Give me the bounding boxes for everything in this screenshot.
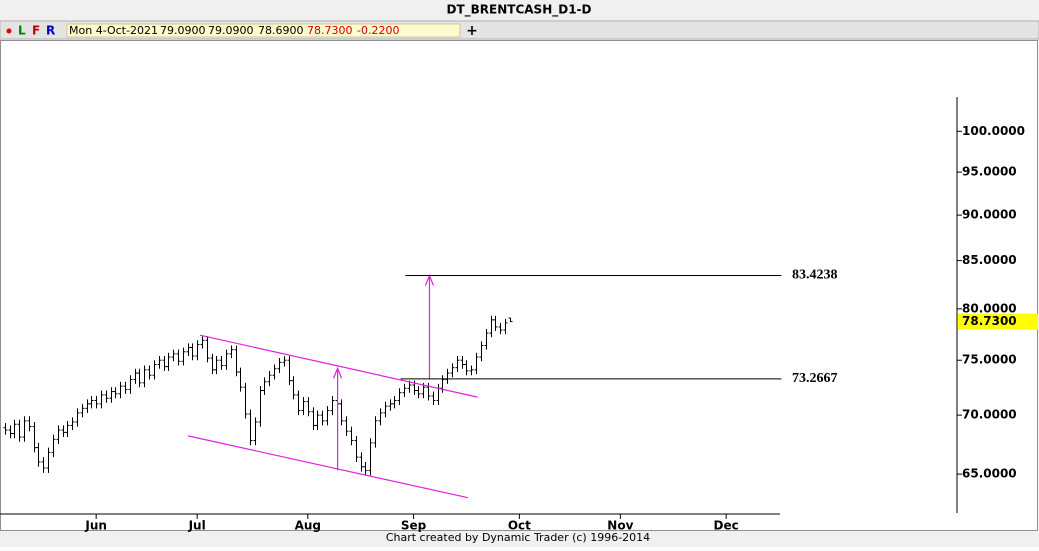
footer: Chart created by Dynamic Trader (c) 1996… — [386, 531, 650, 544]
x-tick-label: Jul — [188, 519, 206, 533]
toolbar-button[interactable]: F — [32, 24, 40, 38]
info-date: Mon 4-Oct-2021 — [69, 24, 158, 37]
level-label: 73.2667 — [792, 371, 838, 386]
info-box — [66, 23, 461, 38]
y-tick-label: 100.0000 — [962, 124, 1025, 138]
y-tick-label: 75.0000 — [962, 353, 1017, 367]
last-price-box — [958, 313, 1038, 330]
y-tick-label: 85.0000 — [962, 253, 1017, 267]
x-tick-label: Sep — [401, 519, 427, 533]
y-tick-label: 90.0000 — [962, 208, 1017, 222]
y-tick-label: 70.0000 — [962, 408, 1017, 422]
trendline — [199, 334, 478, 398]
arrow-head — [333, 366, 343, 379]
trendline — [187, 435, 469, 499]
info-high: 79.0900 — [208, 24, 254, 37]
chart-title: DT_BRENTCASH_D1-D — [447, 3, 592, 18]
x-tick-label: Nov — [607, 519, 633, 533]
last-price-label: 78.7300 — [962, 314, 1017, 328]
y-tick-label: 95.0000 — [962, 165, 1017, 179]
add-button[interactable]: + — [466, 23, 478, 39]
info-open: 79.0900 — [160, 24, 206, 37]
info-close: 78.7300 — [307, 24, 353, 37]
x-tick-label: Oct — [508, 519, 531, 533]
x-tick-label: Jun — [84, 519, 107, 533]
toolbar-button[interactable]: R — [46, 24, 55, 38]
status-dot — [6, 28, 12, 34]
info-low: 78.6900 — [258, 24, 304, 37]
level-label: 83.4238 — [792, 268, 838, 283]
y-tick-label: 80.0000 — [962, 301, 1017, 315]
x-tick-label: Aug — [295, 519, 321, 533]
x-tick-label: Dec — [714, 519, 739, 533]
info-change: -0.2200 — [357, 24, 399, 37]
y-tick-label: 65.0000 — [962, 467, 1017, 481]
toolbar-button[interactable]: L — [18, 24, 26, 38]
plot-area — [0, 40, 1038, 531]
